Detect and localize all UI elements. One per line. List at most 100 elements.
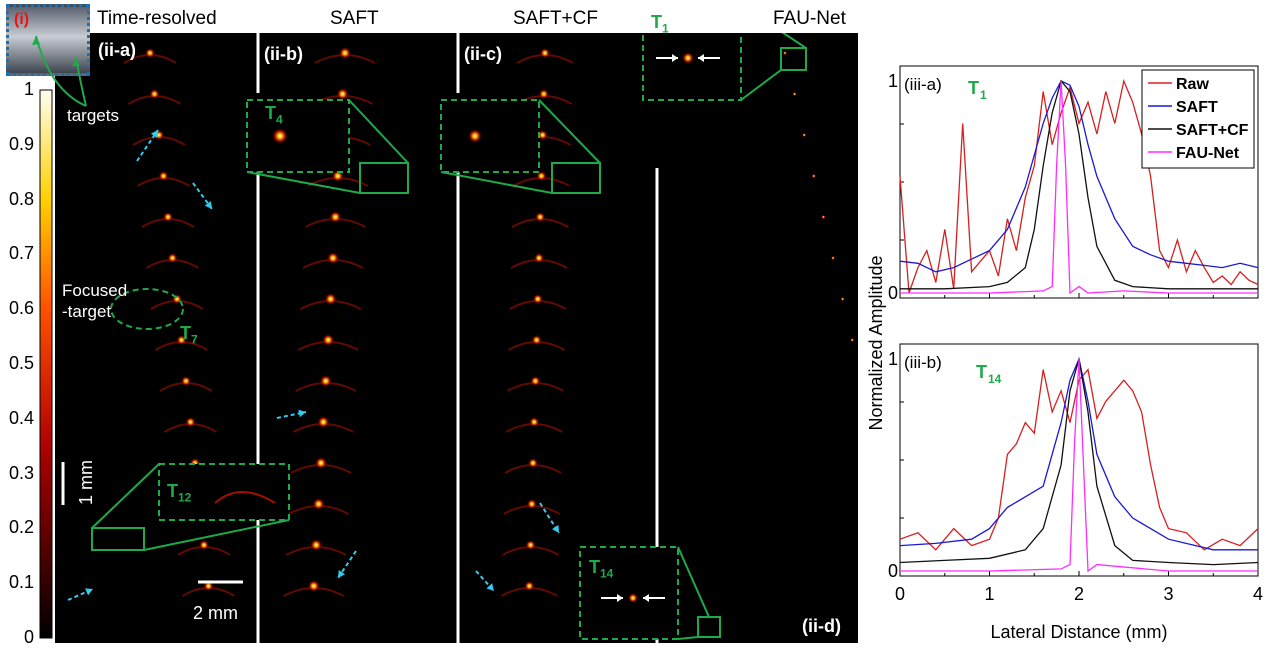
x-tick-label: 4 <box>1253 584 1263 604</box>
series-line-saft <box>899 80 1259 273</box>
target-spot <box>537 130 548 140</box>
line-plot-iii-b: 0 1 2 3 4 0 1 (iii-b) T 14 <box>888 343 1263 604</box>
t4-label: T4 <box>265 103 283 127</box>
t14-inset-letter: T <box>589 557 600 577</box>
t1-inset-letter: T <box>651 12 662 32</box>
target-spot <box>149 89 160 99</box>
target-spot <box>315 457 327 469</box>
y-tick-label: 1 <box>888 71 898 91</box>
zoom-box-t1 <box>780 47 807 71</box>
legend-entry: Raw <box>1176 76 1209 93</box>
series-line-saft-cf <box>900 79 1258 290</box>
colorbar-gradient <box>39 89 53 639</box>
series-line-fau-net <box>900 80 1258 295</box>
plot-target-label: T <box>968 78 979 98</box>
plot-panel-label: (iii-b) <box>904 353 942 372</box>
inset-t14 <box>579 546 679 640</box>
colorbar-tick-label: 0.5 <box>8 353 34 373</box>
target-spot <box>181 376 191 386</box>
plot-target-sub: 1 <box>980 88 987 102</box>
target-spot <box>324 293 337 305</box>
target-spot <box>310 539 323 551</box>
target-spot <box>322 334 335 346</box>
zoom-box-t4 <box>359 162 409 194</box>
plot-target-sub: 14 <box>988 372 1002 386</box>
target-spot <box>158 171 169 181</box>
image-panels-svg <box>61 33 855 643</box>
colorbar-tick-label: 1 <box>23 79 34 99</box>
t4-sub: 4 <box>276 112 283 127</box>
target-spot <box>530 376 541 386</box>
target-spot <box>811 174 816 178</box>
target-spot <box>339 47 351 59</box>
legend-entry: FAU-Net <box>1176 145 1240 162</box>
inset-c <box>440 99 540 173</box>
colorbar <box>39 89 53 639</box>
plot-panel-label: (iii-a) <box>904 75 942 94</box>
target-spot <box>538 89 549 99</box>
target-spot <box>529 417 540 427</box>
target-spot <box>540 48 550 58</box>
t14-inset-sub: 14 <box>600 566 614 581</box>
target-spot <box>167 253 178 263</box>
colorbar-tick-label: 0.4 <box>8 407 34 428</box>
target-spot <box>145 48 155 58</box>
title-saft-cf: SAFT+CF <box>513 8 598 29</box>
target-spot <box>821 215 826 219</box>
target-spot <box>329 211 342 223</box>
scale-bar-vertical-label: 1 mm <box>76 460 96 505</box>
panel-label-ii-b: (ii-b) <box>264 44 303 64</box>
cyan-arrow <box>192 182 213 210</box>
focused-target-line2: -target <box>62 302 112 321</box>
colorbar-tick-label: 0.7 <box>8 243 34 264</box>
target-spot <box>802 133 807 137</box>
inset-t12 <box>158 463 290 521</box>
title-fau-net: FAU-Net <box>773 8 846 29</box>
t12-label: T12 <box>167 481 191 505</box>
sample-photo-inset: (i) <box>6 4 90 76</box>
series-line-raw <box>899 78 1259 294</box>
legend: Raw SAFT SAFT+CF FAU-Net <box>1141 69 1255 169</box>
colorbar-tick-label: 0.1 <box>8 572 34 593</box>
colorbar-tick-label: 0.9 <box>8 133 34 154</box>
cyan-arrow <box>337 550 357 579</box>
colorbar-section: 1 0.9 0.8 0.7 0.6 0.5 0.4 0.3 0.2 0.1 0 <box>0 0 60 647</box>
t7-label: T7 <box>180 323 198 347</box>
target-spot <box>176 335 187 345</box>
target-spot <box>535 212 546 222</box>
panel-label-ii-c: (ii-c) <box>464 44 502 64</box>
x-axis-label: Lateral Distance (mm) <box>990 622 1167 642</box>
colorbar-tick-label: 0 <box>23 627 34 647</box>
target-spot <box>327 252 339 264</box>
target-spot <box>317 416 330 428</box>
target-spot <box>840 297 845 301</box>
target-spot <box>783 51 787 55</box>
target-spot <box>524 581 535 591</box>
x-tick-label: 3 <box>1163 584 1173 604</box>
y-tick-label: 1 <box>888 349 898 369</box>
target-spot <box>525 540 536 550</box>
t1-inset-label: T1 <box>651 12 669 36</box>
t1-inset-sub: 1 <box>662 21 669 36</box>
target-spot <box>526 499 537 509</box>
colorbar-tick-label: 0.3 <box>8 462 34 483</box>
zoom-box-t14 <box>697 616 721 638</box>
target-spot <box>831 256 835 260</box>
t7-sub: 7 <box>191 332 198 347</box>
legend-entry: SAFT+CF <box>1176 122 1249 139</box>
t12-sub: 12 <box>178 490 192 505</box>
x-tick-label: 0 <box>895 584 905 604</box>
focused-target-line1: Focused <box>62 281 128 300</box>
targets-label: targets <box>67 106 119 125</box>
t4-letter: T <box>265 103 276 123</box>
target-spot <box>534 253 544 263</box>
target-spot <box>185 417 196 427</box>
target-spot <box>319 375 332 387</box>
t14-inset-label: T14 <box>589 557 613 581</box>
target-spot <box>307 580 320 592</box>
legend-entry: SAFT <box>1176 99 1218 116</box>
target-spot <box>792 92 797 96</box>
series-line-saft <box>899 356 1258 551</box>
